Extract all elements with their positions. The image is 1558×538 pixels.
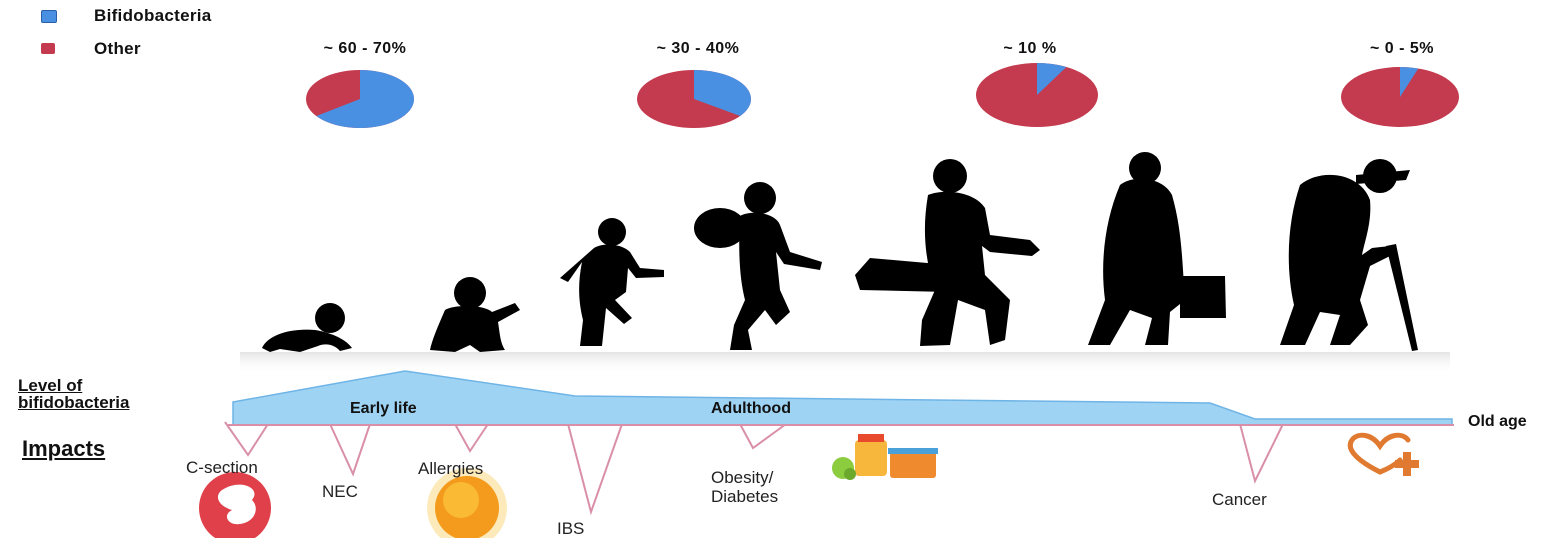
impact-label-obesity: Obesity/: [711, 468, 774, 487]
level-label-line2: bifidobacteria: [18, 393, 130, 412]
older-adult-silhouette: [1088, 152, 1226, 345]
pie-chart-child: [637, 69, 751, 129]
legend-label-other: Other: [94, 39, 141, 58]
band-label-early-life: Early life: [350, 400, 417, 417]
impacts-label: Impacts: [22, 436, 106, 461]
elderly-with-cane-silhouette: [1280, 159, 1418, 351]
legend-swatch-bifidobacteria: [41, 10, 57, 23]
legend-swatch-other: [41, 43, 55, 54]
stage-percent-label: ~ 10 %: [1003, 40, 1057, 57]
heart-plus-icon: [1347, 432, 1419, 476]
pie-chart-early: [306, 69, 414, 129]
adult-briefcase-silhouette: [855, 159, 1040, 346]
pregnancy-icon: [199, 472, 271, 538]
impact-lines: [224, 421, 1284, 516]
pie-chart-adult: [976, 63, 1098, 127]
food-jars-icon: [832, 434, 938, 480]
sun-icon: [427, 468, 507, 538]
impact-label-c-section: C-section: [186, 458, 258, 477]
impact-label-diabetes: Diabetes: [711, 487, 779, 506]
baby-crawling-silhouette: [262, 303, 352, 352]
teen-silhouette: [694, 182, 822, 350]
pie-slice-bifidobacteria: [1400, 67, 1419, 97]
stage-percent-label: ~ 0 - 5%: [1369, 40, 1435, 57]
stage-percent-label: ~ 60 - 70%: [323, 40, 407, 57]
band-label-adulthood: Adulthood: [711, 400, 791, 417]
impact-label-ibs: IBS: [557, 519, 585, 538]
band-label-old-age: Old age: [1468, 413, 1527, 430]
legend-label-bifidobacteria: Bifidobacteria: [94, 6, 212, 25]
pie-slice-bifidobacteria: [1037, 63, 1067, 95]
pie-slice-bifidobacteria: [694, 70, 751, 117]
pie-chart-elderly: [1341, 67, 1459, 127]
impact-label-nec: NEC: [322, 482, 358, 501]
child-silhouette: [560, 218, 664, 346]
toddler-silhouette: [430, 277, 520, 352]
pie-slice-bifidobacteria: [316, 70, 414, 128]
impact-label-cancer: Cancer: [1212, 490, 1267, 509]
level-label-line1: Level of: [18, 376, 83, 395]
stage-percent-label: ~ 30 - 40%: [656, 40, 740, 57]
impact-label-allergies: Allergies: [418, 459, 484, 478]
